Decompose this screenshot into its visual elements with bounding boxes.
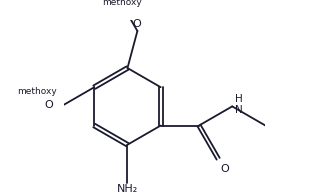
Text: methoxy: methoxy [102, 0, 142, 7]
Text: O: O [45, 100, 53, 110]
Text: H
N: H N [235, 94, 243, 115]
Text: O: O [220, 164, 229, 174]
Text: NH₂: NH₂ [117, 184, 138, 194]
Text: methoxy: methoxy [17, 87, 57, 96]
Text: O: O [132, 19, 141, 29]
